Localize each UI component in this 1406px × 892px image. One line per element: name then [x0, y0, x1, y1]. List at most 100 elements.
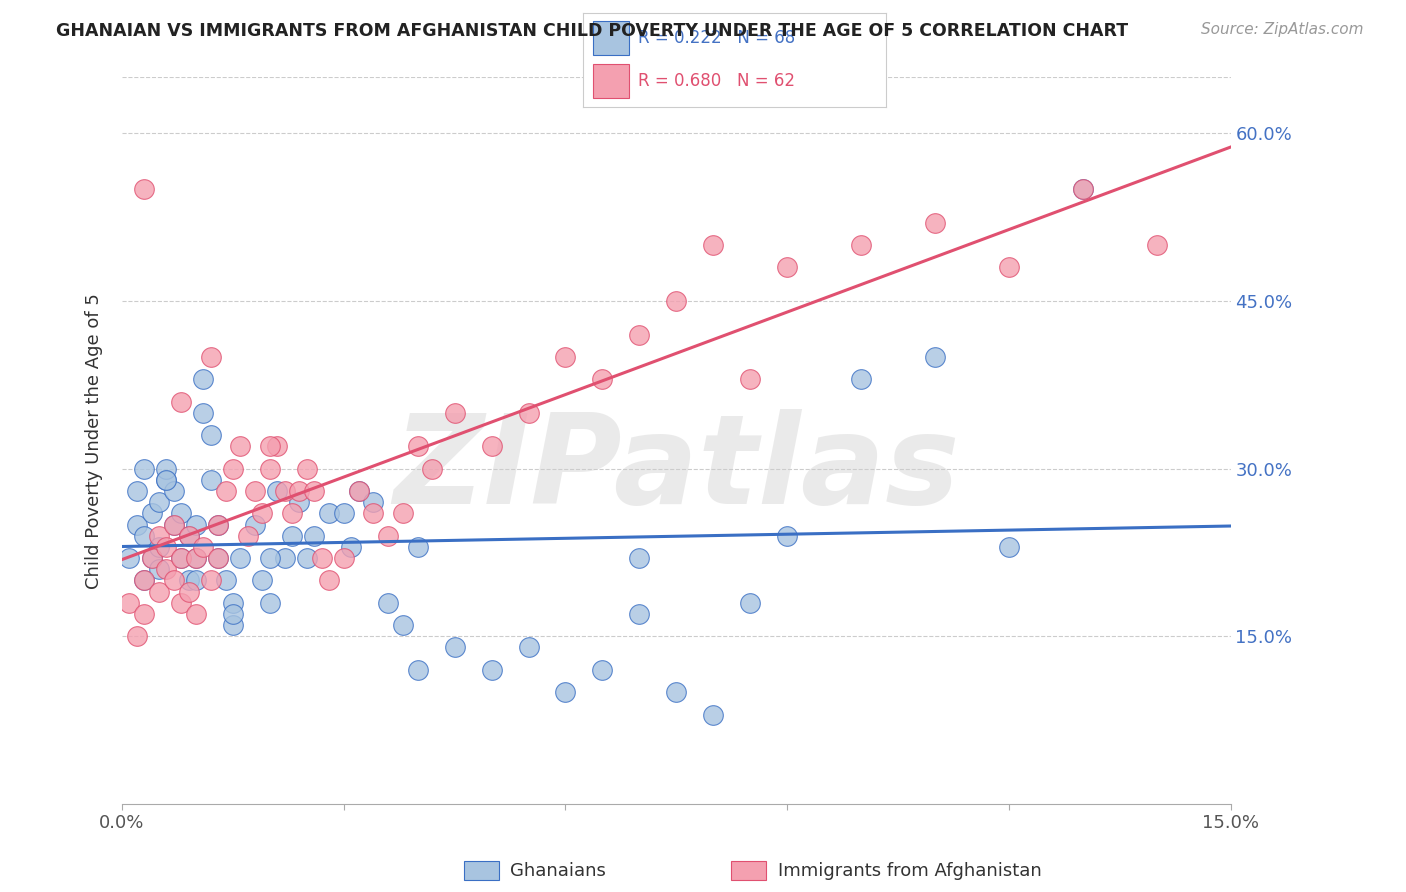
Point	[924, 216, 946, 230]
Point	[554, 350, 576, 364]
Point	[163, 483, 186, 498]
Point	[141, 551, 163, 566]
Text: R = 0.222   N = 68: R = 0.222 N = 68	[638, 29, 796, 46]
Point	[266, 483, 288, 498]
Point	[554, 685, 576, 699]
Point	[170, 551, 193, 566]
Point	[134, 574, 156, 588]
Point	[702, 707, 724, 722]
Point	[200, 574, 222, 588]
Point	[295, 551, 318, 566]
Point	[118, 596, 141, 610]
Point	[998, 540, 1021, 554]
Point	[184, 574, 207, 588]
Point	[243, 483, 266, 498]
Point	[998, 260, 1021, 275]
Point	[281, 507, 304, 521]
Point	[311, 551, 333, 566]
Point	[591, 663, 613, 677]
Point	[702, 238, 724, 252]
Point	[207, 551, 229, 566]
Point	[392, 507, 415, 521]
Point	[229, 439, 252, 453]
Point	[318, 574, 340, 588]
Point	[377, 596, 399, 610]
Point	[443, 406, 465, 420]
Point	[148, 540, 170, 554]
Point	[422, 461, 444, 475]
Point	[665, 685, 688, 699]
Text: R = 0.680   N = 62: R = 0.680 N = 62	[638, 72, 794, 90]
Point	[155, 562, 177, 576]
Point	[184, 551, 207, 566]
Point	[340, 540, 363, 554]
Point	[363, 507, 385, 521]
Point	[318, 507, 340, 521]
Point	[740, 596, 762, 610]
Point	[170, 507, 193, 521]
Point	[740, 372, 762, 386]
Point	[259, 596, 281, 610]
Point	[184, 517, 207, 532]
Point	[207, 551, 229, 566]
Point	[170, 596, 193, 610]
Point	[591, 372, 613, 386]
Point	[392, 618, 415, 632]
Point	[252, 507, 274, 521]
Point	[200, 473, 222, 487]
Point	[924, 350, 946, 364]
Point	[1146, 238, 1168, 252]
Point	[177, 529, 200, 543]
Point	[665, 293, 688, 308]
Point	[207, 517, 229, 532]
Point	[222, 618, 245, 632]
Point	[148, 529, 170, 543]
Point	[177, 584, 200, 599]
Point	[332, 551, 354, 566]
Point	[155, 540, 177, 554]
Point	[141, 507, 163, 521]
Point	[252, 574, 274, 588]
Point	[406, 540, 429, 554]
Point	[229, 551, 252, 566]
Point	[200, 428, 222, 442]
Point	[134, 607, 156, 621]
Point	[347, 483, 370, 498]
Point	[259, 439, 281, 453]
Point	[222, 596, 245, 610]
Point	[222, 461, 245, 475]
Point	[155, 473, 177, 487]
Point	[134, 461, 156, 475]
Point	[243, 517, 266, 532]
Point	[236, 529, 259, 543]
Point	[163, 517, 186, 532]
Point	[118, 551, 141, 566]
Bar	[592, 64, 628, 98]
Text: Ghanaians: Ghanaians	[510, 862, 606, 880]
Point	[302, 483, 325, 498]
Point	[155, 473, 177, 487]
Point	[849, 372, 872, 386]
Point	[776, 529, 799, 543]
Point	[1071, 182, 1094, 196]
Point	[377, 529, 399, 543]
Point	[628, 607, 651, 621]
Y-axis label: Child Poverty Under the Age of 5: Child Poverty Under the Age of 5	[86, 293, 103, 589]
Bar	[592, 21, 628, 54]
Point	[163, 574, 186, 588]
Point	[214, 574, 236, 588]
Point	[295, 461, 318, 475]
Point	[148, 562, 170, 576]
Point	[517, 640, 540, 655]
Point	[288, 495, 311, 509]
Point	[125, 483, 148, 498]
Point	[184, 551, 207, 566]
Point	[849, 238, 872, 252]
Point	[141, 551, 163, 566]
Point	[302, 529, 325, 543]
Point	[281, 529, 304, 543]
Point	[1071, 182, 1094, 196]
Point	[406, 663, 429, 677]
Point	[193, 406, 215, 420]
Point	[134, 574, 156, 588]
